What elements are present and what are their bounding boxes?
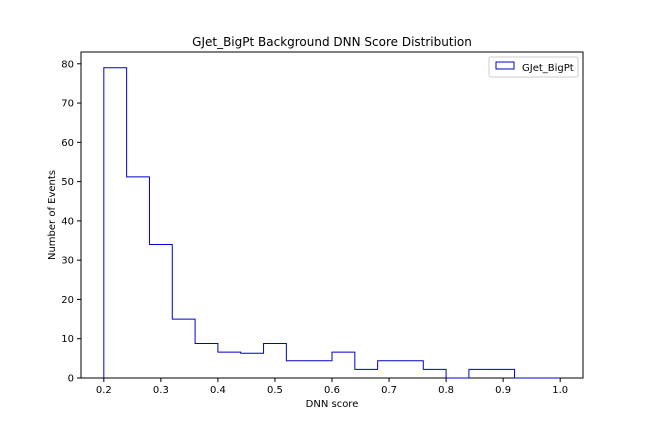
plot-area (80, 51, 584, 379)
x-axis-ticks: 0.2 0.3 0.4 0.5 0.6 0.7 0.8 0.9 1.0 (96, 378, 568, 396)
x-tick-label: 0.3 (153, 385, 169, 396)
y-tick-label: 0 (68, 374, 74, 385)
y-tick-label: 80 (61, 59, 74, 70)
legend-swatch-gjet-bigpt (495, 61, 515, 70)
x-tick-label: 0.5 (267, 385, 283, 396)
y-tick-label: 10 (61, 334, 74, 345)
x-tick-label: 1.0 (552, 385, 568, 396)
histogram-step-line (103, 67, 561, 379)
axes-frame (80, 51, 584, 379)
y-tick-label: 20 (61, 295, 74, 306)
x-axis-label: DNN score (306, 399, 359, 410)
legend: GJet_BigPt (488, 56, 579, 78)
y-axis-ticks: 0 10 20 30 40 50 60 70 80 (61, 59, 81, 385)
x-tick-label: 0.2 (96, 385, 112, 396)
x-tick-label: 0.4 (210, 385, 226, 396)
legend-label-gjet-bigpt: GJet_BigPt (522, 63, 574, 74)
y-axis-label: Number of Events (47, 170, 58, 260)
chart-title: GJet_BigPt Background DNN Score Distribu… (192, 35, 472, 49)
x-tick-label: 0.9 (495, 385, 511, 396)
y-tick-label: 30 (61, 256, 74, 267)
y-tick-label: 60 (61, 138, 74, 149)
x-tick-label: 0.6 (324, 385, 340, 396)
y-tick-label: 70 (61, 99, 74, 110)
y-tick-label: 40 (61, 216, 74, 227)
x-tick-label: 0.7 (381, 385, 397, 396)
x-tick-label: 0.8 (438, 385, 454, 396)
y-tick-label: 50 (61, 177, 74, 188)
